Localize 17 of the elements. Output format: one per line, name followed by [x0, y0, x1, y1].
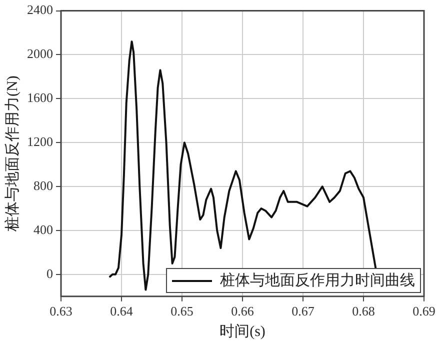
- x-axis-title: 时间(s): [220, 322, 266, 340]
- x-tick-label: 0.63: [50, 304, 72, 319]
- y-tick-label: 2000: [27, 46, 53, 62]
- y-axis-title: 桩体与地面反作用力(N): [4, 76, 21, 233]
- y-tick-label: 2400: [27, 2, 53, 18]
- y-tick-label: 1200: [27, 134, 53, 150]
- y-tick-label: 0: [46, 266, 53, 281]
- x-tick-label: 0.69: [412, 304, 436, 319]
- x-tick-label: 0.65: [170, 304, 194, 319]
- x-tick-label: 0.67: [292, 304, 315, 319]
- legend-label: 桩体与地面反作用力时间曲线: [220, 272, 415, 290]
- y-tick-label: 1600: [27, 90, 53, 106]
- y-tick-label: 400: [34, 222, 53, 237]
- x-tick-label: 0.66: [231, 304, 254, 319]
- x-tick-label: 0.64: [110, 304, 134, 319]
- y-tick-label: 800: [34, 178, 53, 193]
- x-tick-label: 0.68: [352, 304, 375, 319]
